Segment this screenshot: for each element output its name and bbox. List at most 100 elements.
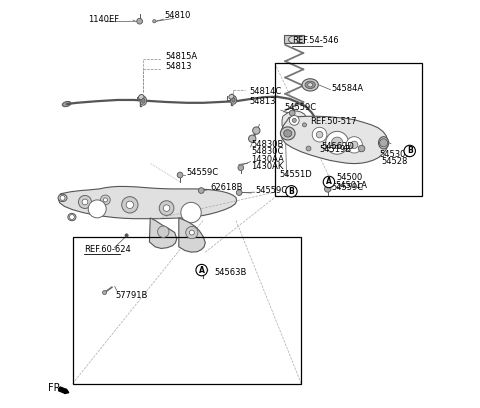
Text: 54551D: 54551D: [279, 171, 312, 180]
Circle shape: [312, 127, 327, 142]
Circle shape: [70, 215, 74, 220]
Circle shape: [316, 131, 323, 138]
Polygon shape: [179, 218, 205, 252]
Text: 54813: 54813: [166, 62, 192, 71]
Text: 54559C: 54559C: [186, 169, 218, 177]
Circle shape: [196, 264, 207, 276]
Text: REF.54-546: REF.54-546: [292, 36, 339, 45]
Text: 54562D: 54562D: [322, 142, 354, 151]
Circle shape: [324, 186, 331, 192]
Circle shape: [82, 199, 88, 205]
Text: REF.50-517: REF.50-517: [310, 118, 357, 126]
Circle shape: [198, 188, 204, 193]
Text: B: B: [407, 146, 413, 155]
Text: 54559C: 54559C: [255, 186, 288, 195]
Text: 1140EF: 1140EF: [88, 16, 120, 24]
Circle shape: [122, 197, 138, 213]
Circle shape: [157, 226, 169, 237]
Circle shape: [286, 186, 297, 197]
Circle shape: [190, 230, 194, 235]
Circle shape: [358, 145, 365, 152]
Circle shape: [137, 18, 143, 24]
Circle shape: [103, 198, 108, 202]
Circle shape: [346, 137, 362, 153]
Circle shape: [78, 195, 92, 208]
Text: 1430AK: 1430AK: [252, 162, 284, 171]
Ellipse shape: [280, 127, 295, 140]
Circle shape: [60, 195, 65, 200]
Ellipse shape: [302, 79, 318, 91]
Circle shape: [103, 290, 107, 295]
Polygon shape: [59, 186, 237, 219]
Text: 54530L: 54530L: [380, 150, 410, 159]
Circle shape: [404, 145, 415, 157]
Bar: [275, 63, 421, 196]
Text: 54830B: 54830B: [252, 140, 284, 149]
Ellipse shape: [62, 102, 71, 106]
Circle shape: [306, 146, 311, 151]
Text: B: B: [288, 187, 294, 196]
Circle shape: [292, 118, 296, 122]
Text: 54810: 54810: [164, 11, 191, 20]
Ellipse shape: [142, 98, 145, 103]
Ellipse shape: [288, 36, 300, 43]
Ellipse shape: [68, 213, 76, 221]
Text: 54563B: 54563B: [215, 268, 247, 277]
Text: A: A: [199, 266, 204, 275]
Circle shape: [289, 110, 295, 116]
Ellipse shape: [140, 96, 146, 105]
Ellipse shape: [139, 95, 144, 100]
Text: 54528: 54528: [382, 157, 408, 166]
Circle shape: [201, 269, 206, 275]
Text: 54815A: 54815A: [166, 52, 198, 61]
Circle shape: [126, 201, 133, 208]
Circle shape: [163, 205, 170, 211]
Text: 54501A: 54501A: [335, 181, 367, 190]
Circle shape: [331, 137, 343, 149]
Text: 62618B: 62618B: [211, 183, 243, 192]
Text: FR.: FR.: [48, 383, 63, 393]
Circle shape: [238, 165, 244, 171]
Bar: [284, 35, 304, 43]
Polygon shape: [281, 116, 388, 164]
Text: 54519B: 54519B: [319, 145, 351, 154]
Circle shape: [302, 123, 307, 127]
Text: 54584A: 54584A: [332, 84, 364, 93]
Ellipse shape: [229, 94, 234, 99]
Bar: [73, 237, 301, 384]
Circle shape: [125, 234, 128, 237]
Circle shape: [236, 190, 242, 195]
FancyArrow shape: [59, 387, 69, 394]
Text: 54814C: 54814C: [249, 87, 281, 96]
Circle shape: [100, 195, 110, 205]
Circle shape: [153, 20, 156, 23]
Ellipse shape: [284, 130, 292, 137]
Text: 57791B: 57791B: [116, 291, 148, 300]
Circle shape: [325, 131, 348, 154]
Text: 54813: 54813: [249, 97, 276, 106]
Text: 54559C: 54559C: [331, 183, 363, 192]
Circle shape: [249, 135, 256, 142]
Circle shape: [289, 115, 299, 125]
Circle shape: [186, 226, 198, 239]
Text: A: A: [326, 177, 332, 186]
Text: REF.60-624: REF.60-624: [84, 245, 131, 254]
Polygon shape: [282, 111, 307, 132]
Circle shape: [323, 176, 335, 188]
Ellipse shape: [305, 81, 315, 89]
Circle shape: [350, 141, 358, 149]
Circle shape: [181, 202, 201, 223]
Circle shape: [177, 172, 183, 178]
Text: 54830C: 54830C: [252, 147, 284, 156]
Circle shape: [159, 201, 174, 215]
Polygon shape: [149, 218, 177, 248]
Circle shape: [380, 139, 388, 147]
Text: 1430AA: 1430AA: [252, 155, 284, 164]
Text: 54500: 54500: [336, 173, 363, 182]
Ellipse shape: [230, 95, 237, 104]
Ellipse shape: [232, 98, 235, 102]
Text: 54559C: 54559C: [284, 103, 316, 112]
Ellipse shape: [58, 194, 67, 202]
Ellipse shape: [308, 83, 312, 87]
Ellipse shape: [379, 137, 389, 149]
